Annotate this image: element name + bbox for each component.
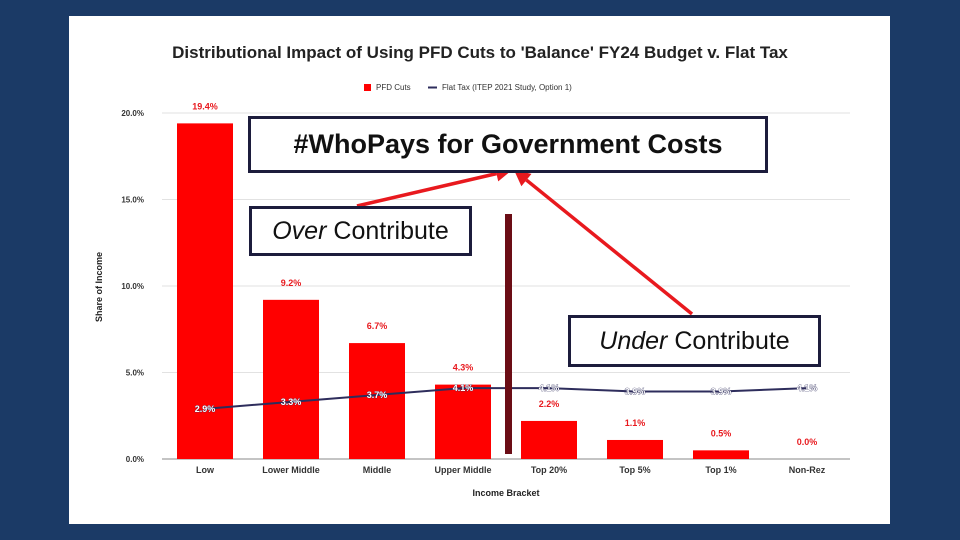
bar-value-label: 2.2% [539, 399, 560, 409]
callout-under-contribute: Under Contribute [568, 315, 821, 367]
callout-under-text: Contribute [674, 326, 790, 355]
arrow-shaft [525, 178, 694, 316]
bar-value-label: 4.3% [453, 363, 474, 373]
line-point-label: 4.1% [453, 383, 474, 393]
callout-over-contribute: Over Contribute [249, 206, 472, 256]
legend-label-flat: Flat Tax (ITEP 2021 Study, Option 1) [442, 83, 572, 92]
y-tick-label: 15.0% [121, 196, 144, 205]
pfd-cuts-bars [177, 123, 749, 459]
bar-value-label: 1.1% [625, 418, 646, 428]
y-axis-label: Share of Income [94, 252, 104, 322]
y-tick-label: 20.0% [121, 109, 144, 118]
x-tick-label: Upper Middle [434, 465, 491, 475]
x-tick-label: Low [196, 465, 215, 475]
line-point-label: 2.9% [195, 404, 216, 414]
x-axis-ticks: Low Lower Middle Middle Upper Middle Top 20%… [196, 465, 826, 475]
x-tick-label: Top 5% [619, 465, 650, 475]
line-point-label: 3.9% [711, 387, 732, 397]
bar-value-label: 0.5% [711, 428, 732, 438]
bar-value-label: 6.7% [367, 321, 388, 331]
line-point-label: 4.1% [539, 383, 560, 393]
callout-over-italic: Over [272, 216, 327, 245]
x-tick-label: Top 20% [531, 465, 567, 475]
callout-over-text: Contribute [333, 216, 449, 245]
y-tick-label: 0.0% [126, 455, 144, 464]
bar-5 [521, 420, 577, 459]
line-point-label: 3.7% [367, 390, 388, 400]
x-tick-label: Non-Rez [789, 465, 826, 475]
arrow-head [514, 170, 532, 187]
bar-6 [607, 439, 663, 459]
arrow-shaft [356, 171, 497, 208]
legend-label-pfd: PFD Cuts [376, 83, 411, 92]
x-tick-label: Top 1% [705, 465, 736, 475]
bar-7 [693, 450, 749, 459]
line-point-label: 3.9% [625, 387, 646, 397]
x-tick-label: Lower Middle [262, 465, 320, 475]
y-axis-ticks: 0.0% 5.0% 10.0% 15.0% 20.0% [121, 109, 144, 464]
chart-legend: PFD Cuts Flat Tax (ITEP 2021 Study, Optio… [364, 83, 572, 92]
x-axis-label: Income Bracket [472, 488, 539, 498]
bar-value-label: 19.4% [192, 101, 218, 111]
callout-who-pays-text: #WhoPays for Government Costs [293, 129, 723, 159]
line-point-label: 4.1% [797, 383, 818, 393]
bar-4 [435, 384, 491, 459]
bar-value-label: 9.2% [281, 278, 302, 288]
callout-who-pays: #WhoPays for Government Costs [248, 116, 768, 173]
x-tick-label: Middle [363, 465, 392, 475]
bar-3 [349, 343, 405, 459]
divider-bar [505, 214, 512, 454]
chart-title: Distributional Impact of Using PFD Cuts … [172, 43, 788, 62]
line-point-label: 3.3% [281, 397, 302, 407]
bar-2 [263, 299, 319, 459]
bar-1 [177, 123, 233, 459]
legend-swatch-pfd [364, 84, 371, 91]
pfd-cuts-labels: 19.4% 9.2% 6.7% 4.3% 2.2% 1.1% 0.5% 0.0% [192, 101, 817, 447]
y-tick-label: 5.0% [126, 369, 144, 378]
bar-value-label: 0.0% [797, 437, 818, 447]
y-tick-label: 10.0% [121, 282, 144, 291]
callout-under-italic: Under [599, 326, 668, 355]
